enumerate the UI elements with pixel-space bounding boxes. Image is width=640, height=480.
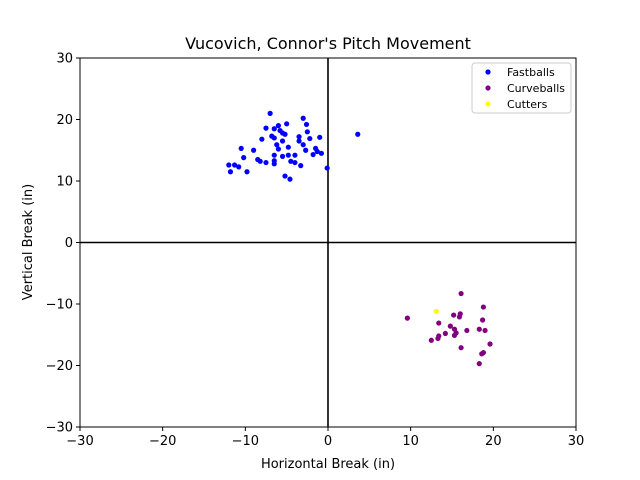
fastballs-point (275, 123, 281, 129)
fastballs-point (231, 162, 238, 168)
reference-lines (80, 58, 576, 427)
fastballs-point (303, 121, 310, 128)
legend-label-curveballs: Curveballs (507, 82, 565, 95)
legend-box (471, 62, 572, 114)
fastballs-point (296, 134, 302, 140)
fastballs-point (226, 162, 232, 168)
fastballs-point (288, 158, 294, 164)
fastballs-point (279, 138, 286, 144)
fastballs-point (263, 125, 269, 131)
data-points (226, 110, 493, 367)
curveballs-point (447, 323, 453, 329)
curveballs-point (456, 314, 463, 320)
y-tick-label: −20 (46, 359, 73, 374)
fastballs-point (314, 148, 320, 155)
curveballs-point (464, 327, 470, 334)
fastballs-point (318, 150, 324, 156)
fastballs-point (285, 144, 291, 150)
curveballs-point (458, 290, 464, 297)
x-axis-label: Horizontal Break (in) (261, 457, 395, 472)
fastballs-point (275, 146, 281, 152)
fastballs-point (284, 121, 290, 127)
x-tick-label: 20 (485, 434, 502, 449)
x-tick-label: −20 (149, 434, 176, 449)
fastballs-point (287, 176, 293, 182)
fastballs-point (271, 126, 277, 132)
curveballs-point (451, 312, 457, 318)
y-axis-label: Vertical Break (in) (21, 184, 36, 300)
y-axis-ticks: −30 −20 −10 0 10 20 30 (46, 52, 80, 436)
curveballs-point (436, 320, 442, 326)
x-tick-label: 0 (324, 434, 332, 449)
fastballs-point (279, 153, 286, 159)
fastballs-point (298, 163, 304, 169)
y-tick-label: 20 (56, 113, 73, 128)
curveballs-point (487, 341, 493, 347)
y-tick-label: 0 (65, 236, 73, 251)
curveballs-point (479, 351, 485, 357)
fastballs-point (257, 158, 263, 164)
legend-marker-curveballs (485, 85, 491, 91)
fastballs-point (271, 135, 277, 141)
curveballs-point (480, 304, 487, 310)
curveballs-point (476, 326, 482, 332)
curveballs-point (482, 327, 488, 334)
fastballs-point (292, 152, 298, 158)
fastballs-point (263, 159, 269, 166)
fastballs-point (251, 147, 257, 153)
legend-label-cutters: Cutters (507, 98, 548, 111)
fastballs-point (244, 169, 250, 175)
legend-label-fastballs: Fastballs (507, 66, 555, 79)
fastballs-point (236, 164, 242, 170)
curveballs-point (476, 361, 482, 367)
fastballs-point (355, 131, 361, 137)
legend-marker-fastballs (485, 69, 491, 75)
fastballs-point (317, 134, 323, 140)
chart-title: Vucovich, Connor's Pitch Movement (185, 34, 471, 53)
curveballs-point (458, 345, 464, 351)
fastballs-point (300, 115, 306, 121)
fastballs-point (304, 129, 310, 135)
fastballs-point (300, 142, 306, 148)
curveballs-point (442, 330, 448, 337)
legend: Fastballs Curveballs Cutters (471, 62, 572, 114)
fastballs-point (307, 135, 313, 142)
fastballs-point (238, 145, 244, 152)
x-tick-label: −30 (66, 434, 93, 449)
fastballs-point (227, 169, 234, 175)
fastballs-point (274, 142, 280, 148)
fastballs-point (241, 155, 247, 161)
fastballs-point (282, 173, 288, 179)
fastballs-point (271, 152, 277, 158)
fastballs-point (310, 151, 316, 158)
fastballs-point (259, 136, 265, 142)
fastballs-point (324, 165, 330, 171)
curveballs-point (435, 335, 441, 342)
x-tick-label: −10 (232, 434, 259, 449)
fastballs-point (292, 159, 298, 166)
y-tick-label: 10 (56, 175, 73, 190)
x-tick-label: 10 (402, 434, 419, 449)
curveballs-point (428, 337, 434, 343)
fastballs-point (271, 161, 277, 167)
fastballs-point (282, 131, 288, 137)
cutters-point (433, 308, 439, 314)
fastballs-point (285, 152, 291, 158)
fastballs-point (296, 138, 302, 144)
curveballs-point (479, 317, 486, 323)
y-tick-label: −30 (46, 421, 73, 436)
curveballs-point (451, 332, 458, 338)
fastballs-point (267, 110, 273, 116)
y-tick-label: −10 (46, 298, 73, 313)
curveballs-point (404, 315, 410, 321)
x-axis-ticks: −30 −20 −10 0 10 20 30 (66, 427, 584, 449)
y-tick-label: 30 (56, 52, 73, 67)
x-tick-label: 30 (568, 434, 585, 449)
legend-marker-cutters (485, 101, 491, 107)
fastballs-point (303, 147, 309, 153)
